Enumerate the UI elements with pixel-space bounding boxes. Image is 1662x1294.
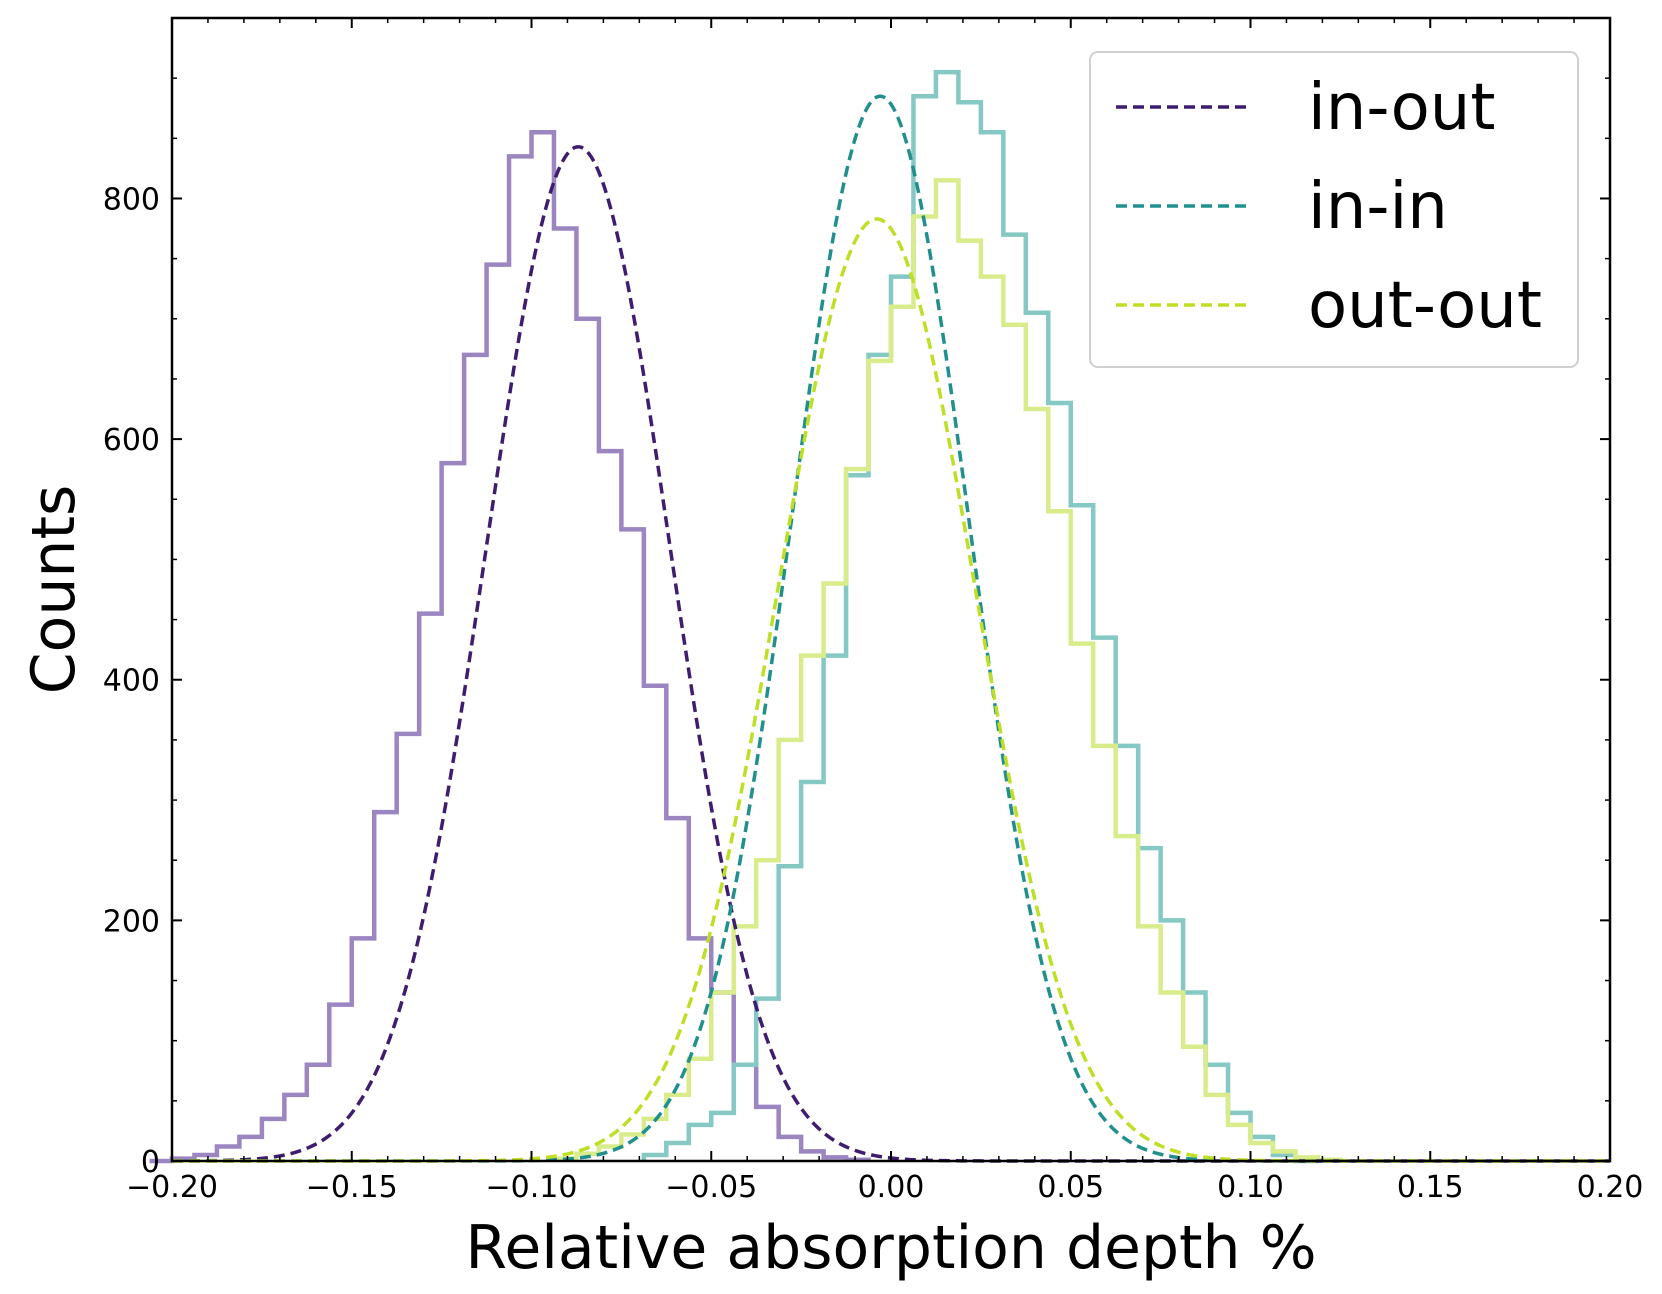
- x-tick-label: 0.10: [1217, 1170, 1284, 1205]
- legend-label-in-in: in-in: [1308, 170, 1448, 244]
- x-tick-label: 0.00: [858, 1170, 925, 1205]
- x-tick-label: −0.05: [665, 1170, 757, 1205]
- legend-label-out-out: out-out: [1308, 269, 1542, 343]
- histogram-layer: [149, 69, 1343, 1164]
- y-tick-label: 400: [103, 664, 160, 699]
- legend-label-in-out: in-out: [1308, 71, 1495, 145]
- legend-box: [1089, 51, 1579, 368]
- x-tick-label: 0.20: [1577, 1170, 1644, 1205]
- y-tick-label: 200: [103, 904, 160, 939]
- x-tick-label: 0.05: [1037, 1170, 1104, 1205]
- y-tick-label: 800: [103, 182, 160, 217]
- y-axis-title: Counts: [19, 485, 89, 694]
- legend: in-out in-in out-out: [1089, 51, 1579, 368]
- x-tick-label: −0.15: [306, 1170, 398, 1205]
- ticks-layer: −0.20 −0.15 −0.10 −0.05 0.00 0.05 0.10 0.15 0.20…: [103, 17, 1644, 1205]
- histogram-in-out: [149, 130, 871, 1164]
- y-tick-label: 600: [103, 423, 160, 458]
- y-tick-label: 0: [141, 1145, 160, 1180]
- x-tick-label: −0.10: [486, 1170, 578, 1205]
- legend-items: in-out in-in out-out: [1116, 71, 1542, 343]
- x-tick-label: −0.20: [126, 1170, 218, 1205]
- x-tick-label: 0.15: [1397, 1170, 1464, 1205]
- histogram-out-out: [551, 178, 1343, 1163]
- histogram-in-in: [641, 69, 1318, 1164]
- x-axis-title: Relative absorption depth %: [465, 1213, 1316, 1283]
